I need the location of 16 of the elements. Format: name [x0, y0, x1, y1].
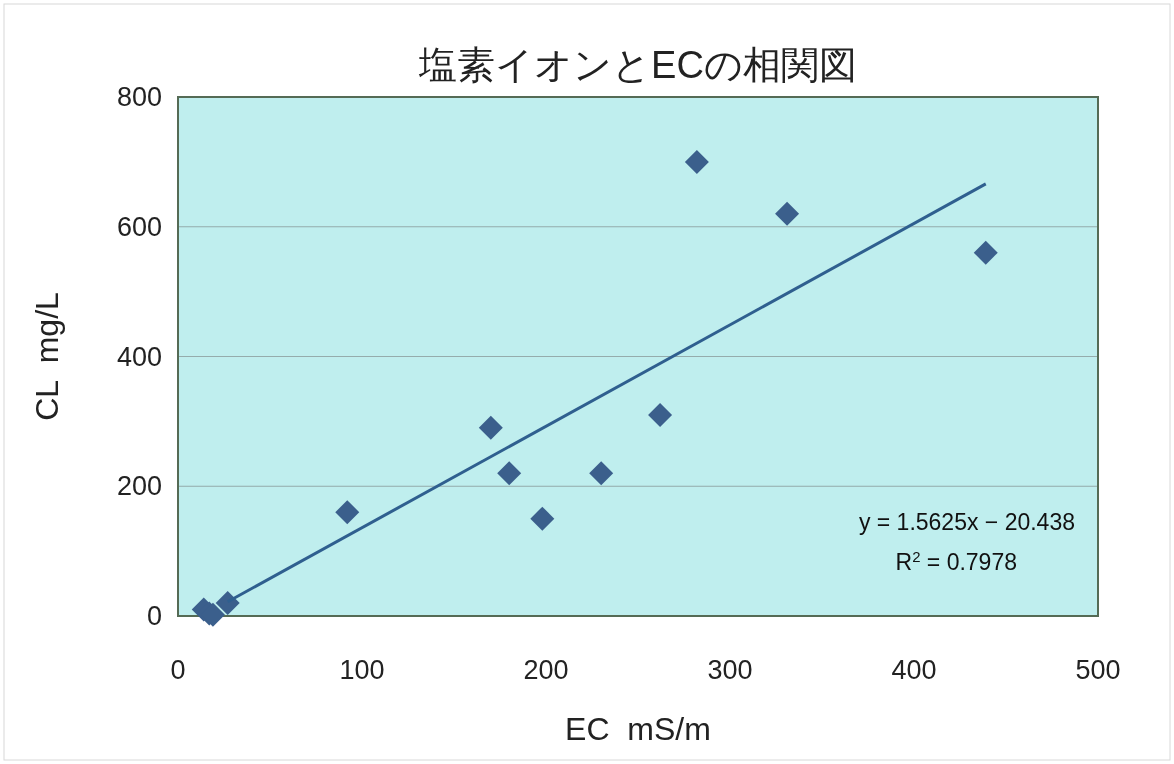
x-tick-label: 200 — [523, 655, 569, 685]
x-axis-title: EC mS/m — [565, 711, 711, 747]
y-tick-label: 200 — [116, 471, 162, 502]
y-tick-label: 400 — [116, 341, 162, 372]
x-tick-label: 100 — [339, 655, 385, 685]
y-tick-label: 800 — [116, 82, 162, 112]
x-tick-label: 500 — [1075, 655, 1121, 685]
y-axis-title: CL mg/L — [29, 292, 65, 421]
x-tick-label: 400 — [891, 655, 937, 685]
x-tick-label: 300 — [707, 655, 753, 685]
y-tick-label: 0 — [146, 601, 162, 631]
chart-title: 塩素イオンとECの相関図 — [418, 44, 857, 86]
annotation: R$^{2}$ = 0.7978 — [895, 547, 1017, 575]
x-tick-label: 0 — [170, 655, 186, 685]
annotation: y = 1.5625x − 20.438 — [858, 509, 1075, 535]
y-tick-label: 600 — [116, 211, 162, 242]
